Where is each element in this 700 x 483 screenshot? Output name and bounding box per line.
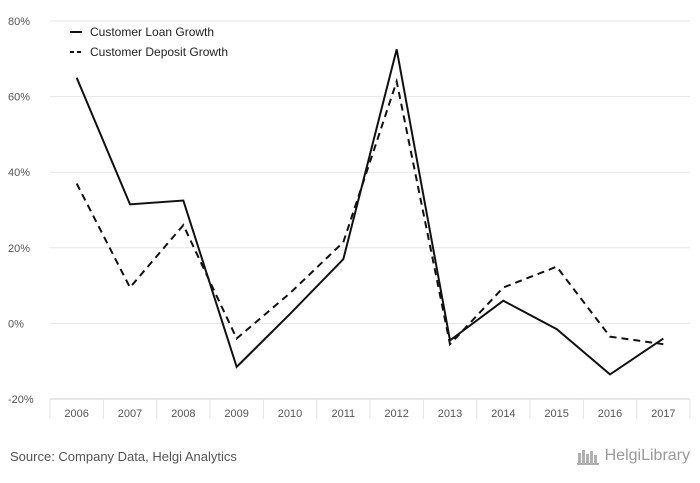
loan-growth-line (75, 49, 664, 376)
x-tick-label: 2007 (118, 408, 142, 420)
library-icon (576, 450, 599, 465)
x-tick-label: 2011 (332, 408, 356, 420)
x-tick-label: 2016 (598, 408, 622, 420)
y-tick-label: 60% (8, 92, 30, 104)
y-tick-label: 80% (8, 16, 30, 28)
legend-label: Customer Loan Growth (90, 25, 214, 39)
x-tick-label: 2013 (438, 408, 462, 420)
x-tick-label: 2014 (491, 408, 515, 420)
x-tick-label: 2012 (384, 408, 408, 420)
deposit-growth-line (75, 77, 664, 347)
source-note: Source: Company Data, Helgi Analytics (10, 449, 237, 464)
y-tick-label: 0% (8, 318, 24, 330)
x-tick-label: 2009 (224, 408, 248, 420)
x-tick-label: 2006 (64, 408, 88, 420)
x-tick-label: 2010 (278, 408, 302, 420)
brand-name: HelgiLibrary (604, 447, 690, 464)
x-tick-label: 2008 (171, 408, 195, 420)
x-tick-label: 2017 (651, 408, 675, 420)
legend-label: Customer Deposit Growth (90, 45, 228, 59)
y-tick-label: -20% (8, 394, 34, 406)
x-tick-label: 2015 (544, 408, 568, 420)
y-tick-label: 40% (8, 167, 30, 179)
y-tick-label: 20% (8, 243, 30, 255)
brand-logo[interactable]: HelgiLibrary (576, 447, 690, 465)
